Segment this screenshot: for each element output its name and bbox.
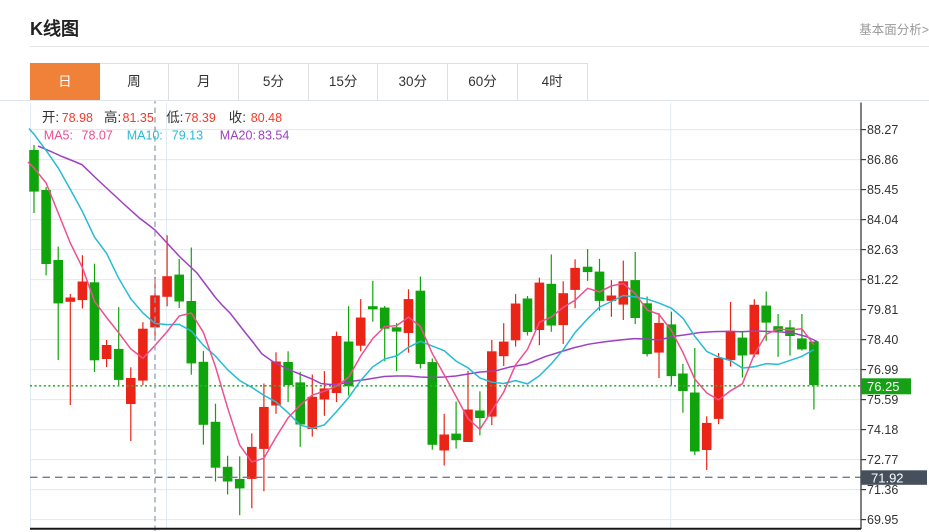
svg-text:收:: 收:: [229, 110, 246, 125]
svg-text:71.36: 71.36: [867, 483, 898, 497]
svg-text:MA10:: MA10:: [127, 129, 163, 143]
svg-text:74.18: 74.18: [867, 423, 898, 437]
svg-text:75.59: 75.59: [867, 393, 898, 407]
svg-text:78.39: 78.39: [185, 111, 216, 125]
svg-text:88.27: 88.27: [867, 123, 898, 137]
svg-text:69.95: 69.95: [867, 513, 898, 527]
svg-text:76.99: 76.99: [867, 363, 898, 377]
svg-text:84.04: 84.04: [867, 213, 898, 227]
svg-text:85.45: 85.45: [867, 183, 898, 197]
svg-text:低:: 低:: [166, 110, 183, 125]
svg-text:79.13: 79.13: [172, 129, 203, 143]
svg-text:83.54: 83.54: [258, 129, 289, 143]
svg-text:78.07: 78.07: [82, 129, 113, 143]
svg-text:71.92: 71.92: [871, 471, 904, 486]
svg-text:MA5:: MA5:: [44, 129, 73, 143]
svg-text:79.81: 79.81: [867, 303, 898, 317]
svg-text:81.35: 81.35: [123, 111, 154, 125]
svg-text:高:: 高:: [104, 109, 121, 125]
svg-text:86.86: 86.86: [867, 153, 898, 167]
svg-text:78.98: 78.98: [62, 111, 93, 125]
svg-text:76.25: 76.25: [867, 379, 900, 394]
svg-text:82.63: 82.63: [867, 243, 898, 257]
svg-text:MA20:: MA20:: [220, 129, 256, 143]
svg-text:72.77: 72.77: [867, 453, 898, 467]
svg-text:开:: 开:: [42, 110, 59, 125]
svg-text:80.48: 80.48: [251, 111, 282, 125]
svg-text:81.22: 81.22: [867, 273, 898, 287]
svg-text:78.40: 78.40: [867, 333, 898, 347]
